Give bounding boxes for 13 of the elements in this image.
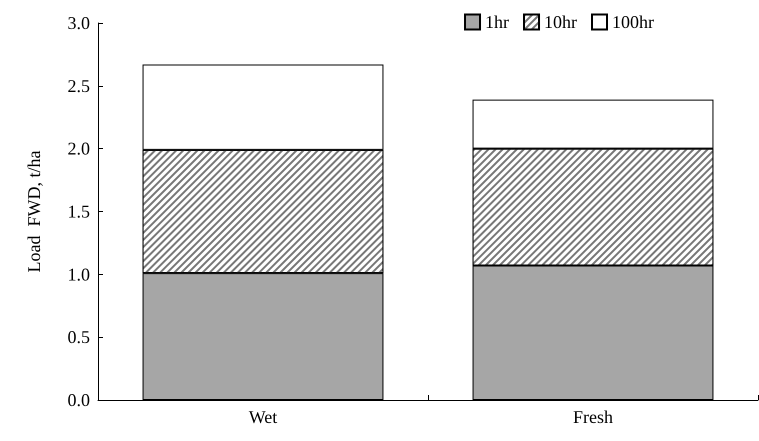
y-axis-title: Load FWD, t/ha: [24, 150, 44, 272]
legend-label: 100hr: [612, 12, 654, 32]
y-tick-label: 1.5: [68, 202, 90, 222]
legend-label: 1hr: [485, 12, 510, 32]
y-tick-label: 3.0: [68, 13, 90, 33]
y-tick-label: 0.5: [68, 327, 90, 348]
x-tick-label: Wet: [248, 407, 278, 427]
legend-label: 10hr: [544, 12, 578, 32]
y-tick-label: 2.0: [68, 138, 90, 159]
y-tick-label: 0.0: [68, 390, 90, 410]
x-tick-label: Fresh: [573, 407, 613, 427]
y-tick-label: 2.5: [68, 76, 90, 96]
y-tick-label: 1.0: [68, 264, 90, 284]
